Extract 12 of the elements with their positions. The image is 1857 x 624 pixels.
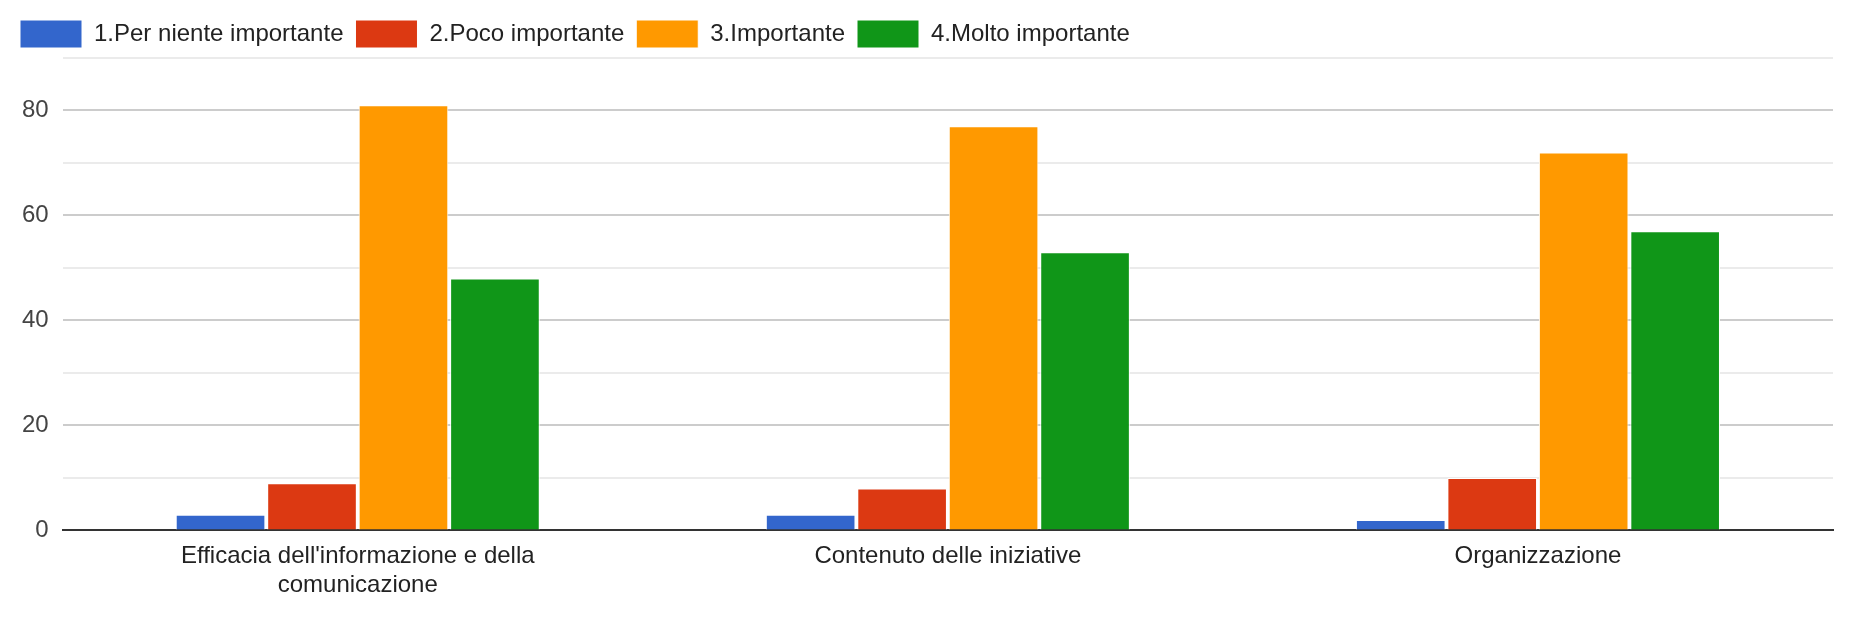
x-tick-label: Efficacia dell'informazione e della comunicazione	[180, 541, 536, 598]
x-tick-label: Contenuto delle iniziative	[814, 541, 1082, 569]
y-tick-label: 80	[21, 95, 49, 123]
legend-label: 3.Importante	[710, 18, 846, 46]
x-tick-label: Organizzazione	[1454, 541, 1622, 569]
y-tick-label: 0	[35, 515, 49, 543]
y-tick-label: 20	[21, 410, 49, 438]
legend-label: 1.Per niente importante	[94, 18, 344, 46]
legend-label: 4.Molto importante	[931, 18, 1130, 46]
y-tick-label: 60	[21, 200, 49, 228]
legend-label: 2.Poco importante	[429, 18, 625, 46]
y-tick-label: 40	[21, 305, 49, 333]
